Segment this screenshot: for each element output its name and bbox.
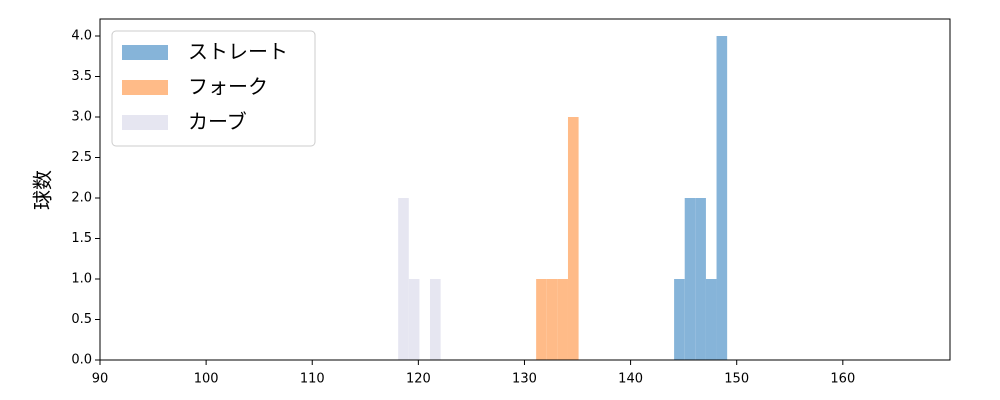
y-tick-label: 0.0 [71, 353, 92, 368]
bar [557, 279, 568, 360]
legend-swatch [122, 80, 168, 95]
legend-swatch [122, 115, 168, 130]
bar [408, 279, 420, 360]
x-tick-label: 130 [512, 372, 537, 387]
bar [716, 36, 728, 361]
y-tick-label: 1.0 [71, 272, 92, 287]
y-tick-label: 0.5 [71, 312, 92, 327]
y-tick-label: 1.5 [71, 231, 92, 246]
bar [674, 279, 685, 360]
bar [684, 198, 696, 360]
x-tick-label: 90 [92, 372, 109, 387]
y-tick-label: 2.5 [71, 150, 92, 165]
bar [430, 279, 441, 360]
x-tick-label: 100 [194, 372, 219, 387]
x-tick-label: 120 [406, 372, 431, 387]
x-tick-label: 160 [830, 372, 855, 387]
bar [546, 279, 558, 360]
y-tick-label: 3.0 [71, 110, 92, 125]
legend-label: フォーク [188, 75, 268, 99]
x-tick-label: 110 [300, 372, 325, 387]
bar [536, 279, 547, 360]
x-tick-label: 150 [724, 372, 749, 387]
y-tick-label: 4.0 [71, 29, 92, 44]
y-axis-label: 球数 [31, 170, 55, 210]
plot-frame [99, 18, 951, 361]
bar [695, 198, 706, 360]
x-tick-label: 140 [618, 372, 643, 387]
legend-label: カーブ [188, 110, 247, 134]
bar [705, 279, 717, 360]
y-tick-label: 2.0 [71, 191, 92, 206]
bar [398, 198, 409, 360]
y-tick-label: 3.5 [71, 69, 92, 84]
legend-label: ストレート [188, 40, 288, 64]
legend-swatch [122, 45, 168, 60]
bar [567, 117, 579, 360]
